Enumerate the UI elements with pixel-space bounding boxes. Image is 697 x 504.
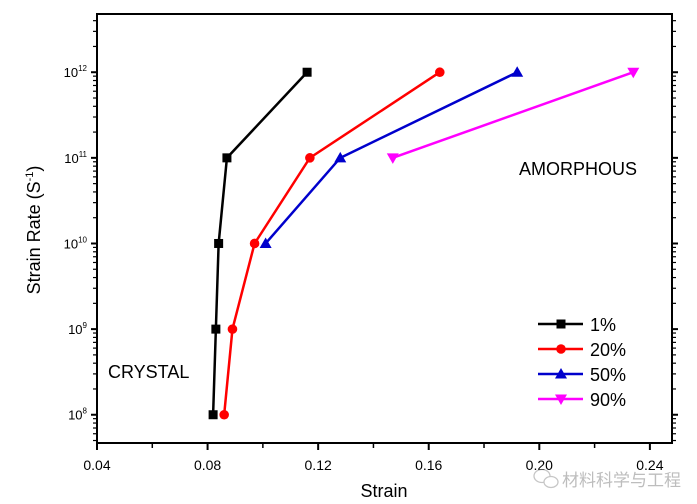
legend-item: 1% bbox=[538, 315, 616, 335]
annotation-amorphous: AMORPHOUS bbox=[519, 159, 637, 179]
legend-marker bbox=[556, 344, 566, 354]
axes: 0.04 0.08 0.12 0.16 0.20 0.24 108 109 1010 1011 10… bbox=[64, 13, 678, 473]
legend-label: 20% bbox=[590, 340, 626, 360]
data-point bbox=[334, 151, 347, 163]
y-tick-label: 108 bbox=[68, 407, 87, 423]
data-point bbox=[208, 410, 218, 420]
y-axis-label-close: ) bbox=[24, 166, 44, 172]
data-point bbox=[214, 238, 224, 248]
watermark-text: 材料科学与工程 bbox=[562, 471, 681, 490]
data-point bbox=[511, 66, 524, 77]
data-point bbox=[305, 153, 315, 163]
data-point bbox=[386, 153, 399, 164]
legend-marker bbox=[556, 319, 566, 329]
legend-item: 20% bbox=[538, 340, 626, 360]
legend-item: 50% bbox=[538, 365, 626, 385]
legend-label: 1% bbox=[590, 315, 616, 335]
y-tick-label: 1012 bbox=[64, 64, 88, 80]
x-tick-label: 0.08 bbox=[194, 457, 221, 473]
data-point bbox=[219, 409, 229, 420]
legend-item: 90% bbox=[538, 390, 626, 410]
x-tick-label: 0.04 bbox=[83, 457, 110, 473]
data-point bbox=[249, 238, 260, 249]
legend: 1% 20% 50% 90% bbox=[538, 315, 626, 410]
data-point bbox=[302, 67, 312, 77]
data-point bbox=[227, 324, 238, 334]
y-tick-label: 1011 bbox=[64, 150, 87, 166]
watermark: 材料科学与工程 bbox=[533, 468, 681, 490]
data-point bbox=[259, 237, 272, 248]
series-line bbox=[211, 71, 309, 415]
y-axis-label-main: Strain Rate (S bbox=[24, 181, 44, 294]
series-line bbox=[392, 71, 634, 160]
series-20pct bbox=[219, 67, 445, 420]
series-marks bbox=[208, 66, 640, 420]
annotation-crystal: CRYSTAL bbox=[108, 362, 189, 382]
x-tick-label: 0.16 bbox=[415, 457, 442, 473]
legend-marker bbox=[555, 394, 567, 405]
y-tick-label: 109 bbox=[68, 321, 87, 337]
data-point bbox=[627, 67, 640, 79]
x-tick-label: 0.12 bbox=[305, 457, 332, 473]
plot-frame bbox=[96, 13, 673, 444]
y-axis-label-sup: -1 bbox=[24, 172, 36, 182]
series-1pct bbox=[208, 67, 312, 420]
series-90pct bbox=[386, 67, 640, 164]
y-axis-label: Strain Rate (S-1) bbox=[24, 166, 44, 295]
x-tick-label: 0.20 bbox=[526, 457, 553, 473]
wechat-icon bbox=[533, 468, 559, 489]
series-50pct bbox=[259, 66, 524, 248]
data-point bbox=[222, 153, 232, 163]
legend-marker bbox=[555, 368, 567, 379]
legend-label: 50% bbox=[590, 365, 626, 385]
x-axis-label: Strain bbox=[360, 481, 407, 501]
x-tick-label: 0.24 bbox=[636, 457, 663, 473]
legend-label: 90% bbox=[590, 390, 626, 410]
y-tick-label: 1010 bbox=[64, 235, 88, 251]
data-point bbox=[211, 324, 221, 334]
data-point bbox=[434, 67, 445, 78]
